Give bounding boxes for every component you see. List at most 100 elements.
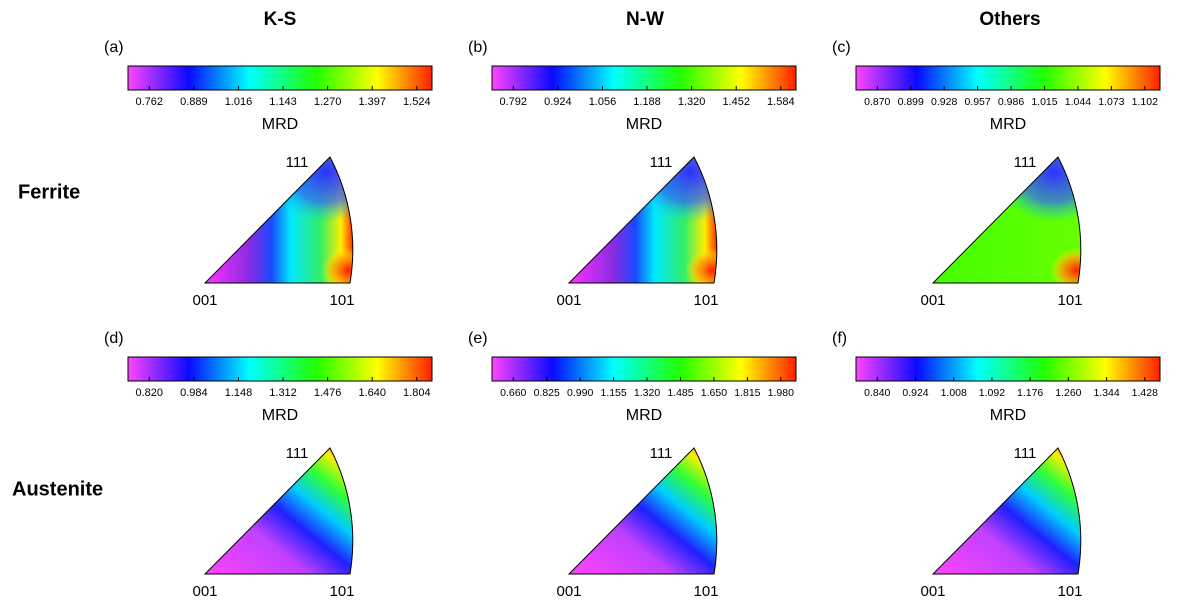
colorbar-tick-label: 0.899 (898, 96, 924, 108)
colorbar-axis-label: MRD (990, 407, 1026, 424)
corner-label: 001 (920, 583, 945, 600)
corner-label: 101 (693, 292, 718, 309)
corner-label: 001 (192, 292, 217, 309)
colorbar-tick-label: 1.016 (225, 96, 253, 108)
colorbar-tick-label: 1.188 (633, 96, 661, 108)
panel-label: (b) (468, 39, 488, 56)
corner-label: 001 (556, 583, 581, 600)
colorbar-tick-label: 1.650 (701, 387, 727, 399)
panel-label: (e) (468, 330, 488, 347)
row-label: Austenite (12, 478, 103, 500)
colorbar-tick-label: 1.073 (1098, 96, 1124, 108)
column-title: N-W (626, 9, 664, 30)
corner-label: 101 (1057, 292, 1082, 309)
colorbar-axis-label: MRD (626, 116, 662, 133)
colorbar (127, 356, 433, 382)
corner-label: 101 (329, 583, 354, 600)
corner-label: 101 (693, 583, 718, 600)
pole-figure-fill (933, 448, 1081, 574)
pole-figure-outline (203, 156, 354, 284)
colorbar-tick-label: 0.792 (500, 96, 528, 108)
colorbar-tick-label: 1.320 (634, 387, 660, 399)
panel-label: (f) (832, 330, 847, 347)
colorbar-tick-label: 0.957 (964, 96, 990, 108)
pole-figure-outline (931, 156, 1082, 284)
column-title: Others (979, 9, 1040, 30)
corner-label: 001 (920, 292, 945, 309)
pole-figure-outline (567, 156, 718, 284)
colorbar-tick-label: 0.870 (864, 96, 890, 108)
colorbar-tick-label: 0.889 (180, 96, 208, 108)
colorbar-tick-label: 0.924 (902, 387, 928, 399)
colorbar-tick-label: 1.270 (314, 96, 342, 108)
colorbar-tick-label: 1.015 (1031, 96, 1057, 108)
colorbar-tick-label: 1.804 (403, 387, 431, 399)
colorbar-axis-label: MRD (990, 116, 1026, 133)
colorbar-tick-label: 0.660 (500, 387, 526, 399)
column-title: K-S (264, 9, 297, 30)
colorbar-tick-label: 1.980 (768, 387, 794, 399)
colorbar-tick-label: 1.056 (589, 96, 617, 108)
colorbar-tick-label: 1.640 (358, 387, 386, 399)
pole-figure-fill (933, 157, 1081, 283)
colorbar-tick-label: 1.485 (667, 387, 693, 399)
corner-label: 111 (650, 445, 673, 462)
colorbar-tick-label: 1.397 (358, 96, 386, 108)
colorbar-tick-label: 0.984 (180, 387, 208, 399)
corner-label: 101 (1057, 583, 1082, 600)
colorbar-tick-label: 1.320 (678, 96, 706, 108)
colorbar-tick-label: 1.155 (600, 387, 626, 399)
colorbar-tick-label: 1.044 (1065, 96, 1091, 108)
corner-label: 111 (650, 154, 673, 171)
colorbar-tick-label: 1.176 (1017, 387, 1043, 399)
pole-figure-outline (567, 447, 718, 575)
colorbar-tick-label: 1.452 (722, 96, 750, 108)
colorbar-axis-label: MRD (262, 407, 298, 424)
panel-label: (c) (832, 39, 851, 56)
pole-figure-fill (205, 448, 353, 574)
colorbar-tick-label: 1.143 (269, 96, 297, 108)
colorbar-tick-label: 0.928 (931, 96, 957, 108)
row-label: Ferrite (18, 181, 80, 203)
colorbar-tick-label: 0.820 (136, 387, 164, 399)
pole-figure-outline (931, 447, 1082, 575)
colorbar-tick-label: 0.825 (534, 387, 560, 399)
panel-label: (a) (104, 39, 124, 56)
colorbar-tick-label: 1.815 (734, 387, 760, 399)
corner-label: 101 (329, 292, 354, 309)
colorbar-tick-label: 0.762 (136, 96, 164, 108)
colorbar-tick-label: 0.990 (567, 387, 593, 399)
colorbar-tick-label: 1.008 (941, 387, 967, 399)
pole-figure-fill (569, 448, 717, 574)
colorbar-tick-label: 0.924 (544, 96, 572, 108)
colorbar-tick-label: 1.344 (1093, 387, 1119, 399)
colorbar (491, 65, 797, 91)
pole-figure-outline (203, 447, 354, 575)
colorbar-tick-label: 1.312 (269, 387, 297, 399)
colorbar-tick-label: 1.428 (1132, 387, 1158, 399)
colorbar-tick-label: 1.260 (1055, 387, 1081, 399)
corner-label: 111 (286, 445, 309, 462)
colorbar-tick-label: 0.986 (998, 96, 1024, 108)
colorbar-tick-label: 0.840 (864, 387, 890, 399)
colorbar-axis-label: MRD (262, 116, 298, 133)
panel-label: (d) (104, 330, 124, 347)
colorbar-axis-label: MRD (626, 407, 662, 424)
pole-figure-fill (569, 157, 717, 283)
colorbar (855, 356, 1161, 382)
colorbar-tick-label: 1.092 (979, 387, 1005, 399)
colorbar-tick-label: 1.584 (767, 96, 795, 108)
colorbar-tick-label: 1.148 (225, 387, 253, 399)
corner-label: 001 (192, 583, 217, 600)
corner-label: 111 (1014, 154, 1037, 171)
colorbar-tick-label: 1.524 (403, 96, 431, 108)
corner-label: 111 (286, 154, 309, 171)
corner-label: 001 (556, 292, 581, 309)
pole-figure-fill (205, 157, 353, 283)
colorbar (855, 65, 1161, 91)
colorbar (127, 65, 433, 91)
corner-label: 111 (1014, 445, 1037, 462)
colorbar-tick-label: 1.102 (1132, 96, 1158, 108)
colorbar (491, 356, 797, 382)
